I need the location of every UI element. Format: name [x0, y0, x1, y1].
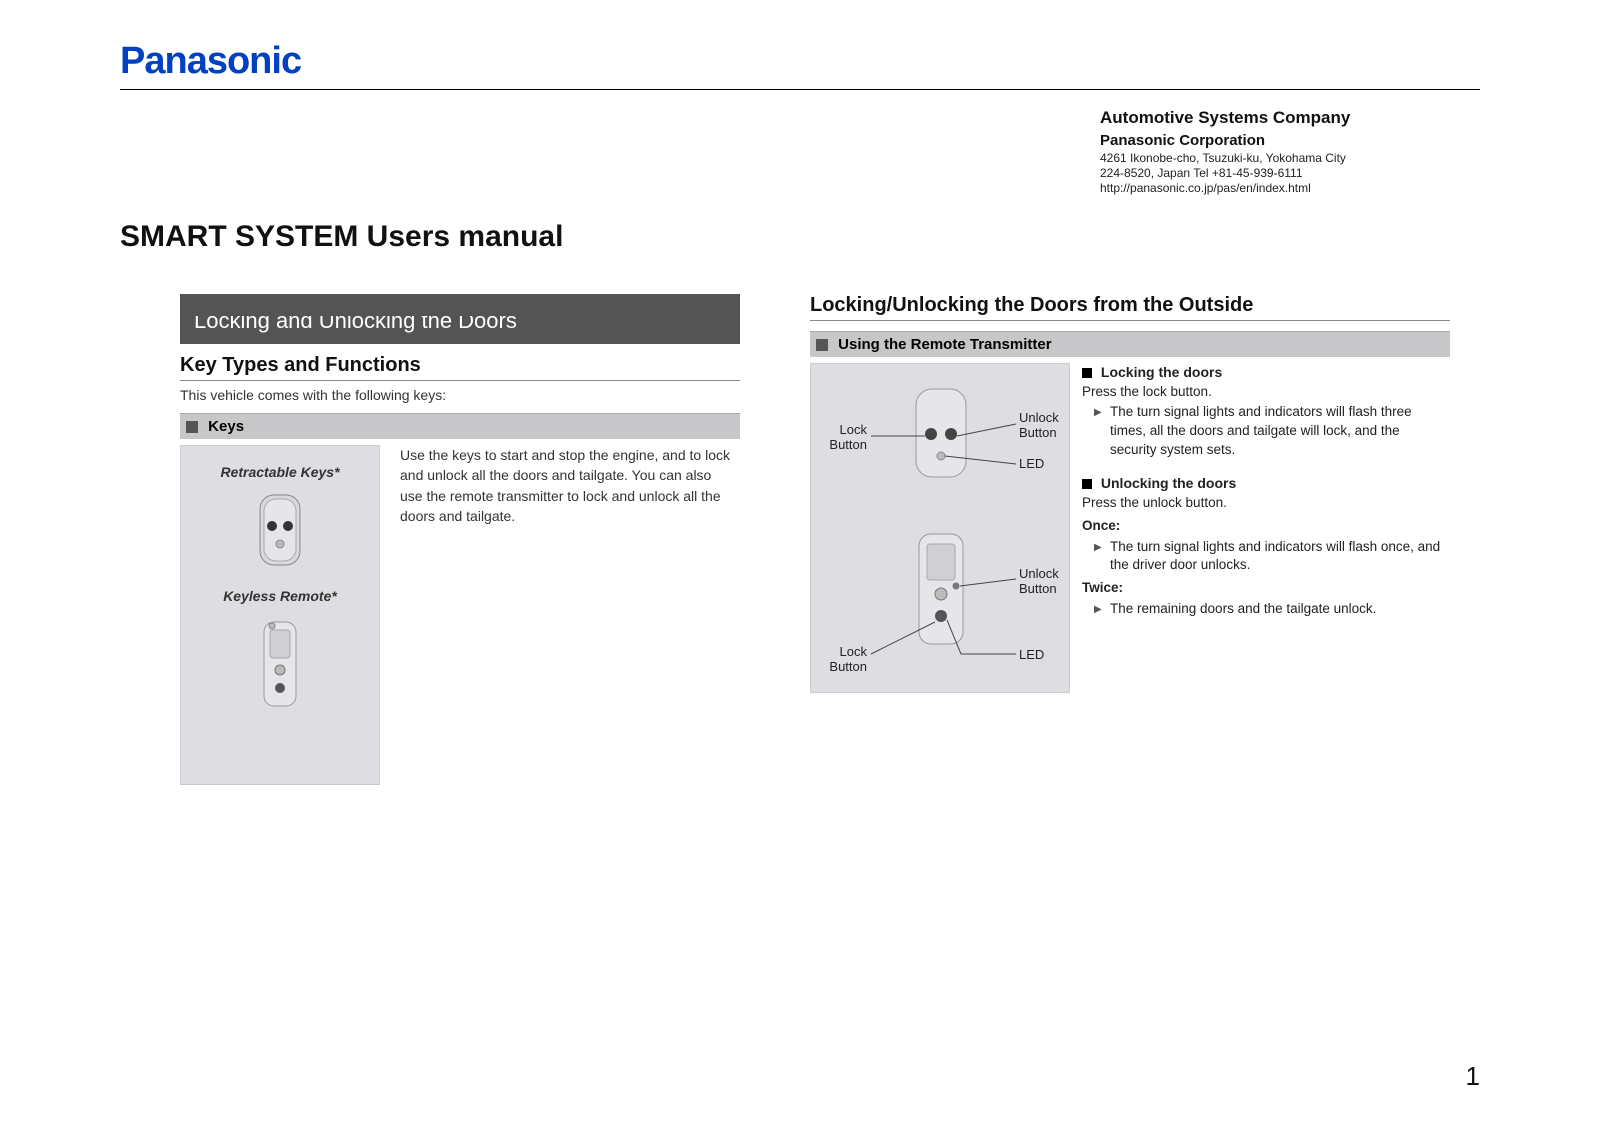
keys-panel: Retractable Keys* Keyless Remote*: [180, 445, 740, 785]
callout-unlock-button-1: Unlock Button: [1019, 410, 1069, 440]
keys-strip: Keys: [180, 413, 740, 439]
unlocking-doors-heading: Unlocking the doors: [1082, 474, 1442, 494]
remote-strip-label: Using the Remote Transmitter: [838, 336, 1051, 353]
remote-panel: Lock Button Unlock Button LED Lock But: [810, 363, 1450, 693]
keyless-remote-icon: [250, 614, 310, 714]
content-row: Locking and Unlocking the Doors Key Type…: [120, 294, 1480, 785]
right-column: Locking/Unlocking the Doors from the Out…: [810, 294, 1450, 785]
callout-led-2: LED: [1019, 647, 1044, 662]
brand-logo: Panasonic: [120, 40, 1480, 83]
company-name: Panasonic Corporation: [1100, 132, 1460, 149]
keys-description: Use the keys to start and stop the engin…: [400, 445, 730, 785]
left-sub-rule: [180, 380, 740, 381]
locking-doors-heading: Locking the doors: [1082, 363, 1442, 383]
company-title: Automotive Systems Company: [1100, 108, 1460, 128]
locking-bullet: The turn signal lights and indicators wi…: [1088, 403, 1442, 460]
unlocking-press-text: Press the unlock button.: [1082, 494, 1442, 513]
keys-illustration-box: Retractable Keys* Keyless Remote*: [180, 445, 380, 785]
left-intro: This vehicle comes with the following ke…: [180, 387, 740, 403]
company-url: http://panasonic.co.jp/pas/en/index.html: [1100, 181, 1460, 196]
section-bar: Locking and Unlocking the Doors: [180, 294, 740, 344]
page-number: 1: [1466, 1061, 1480, 1092]
remote-text-column: Locking the doors Press the lock button.…: [1082, 363, 1442, 693]
keys-strip-label: Keys: [208, 418, 244, 435]
company-address-1: 4261 Ikonobe-cho, Tsuzuki-ku, Yokohama C…: [1100, 151, 1460, 166]
once-label: Once:: [1082, 517, 1442, 536]
company-address-2: 224-8520, Japan Tel +81-45-939-6111: [1100, 166, 1460, 181]
square-bullet-icon: [816, 339, 828, 351]
company-info-block: Automotive Systems Company Panasonic Cor…: [1100, 108, 1460, 196]
remote-diagram-box: Lock Button Unlock Button LED Lock But: [810, 363, 1070, 693]
retractable-keys-label: Retractable Keys*: [191, 464, 369, 480]
twice-label: Twice:: [1082, 579, 1442, 598]
once-bullet: The turn signal lights and indicators wi…: [1088, 538, 1442, 576]
square-bullet-icon: [1082, 479, 1092, 489]
remote-strip: Using the Remote Transmitter: [810, 331, 1450, 357]
callout-unlock-button-2: Unlock Button: [1019, 566, 1069, 596]
callout-lock-button-1: Lock Button: [819, 422, 867, 452]
left-column: Locking and Unlocking the Doors Key Type…: [180, 294, 740, 785]
right-sub-heading: Locking/Unlocking the Doors from the Out…: [810, 294, 1450, 317]
square-bullet-icon: [186, 421, 198, 433]
callout-lock-button-2: Lock Button: [819, 644, 867, 674]
twice-bullet: The remaining doors and the tailgate unl…: [1088, 600, 1442, 619]
document-title: SMART SYSTEM Users manual: [120, 220, 1480, 254]
retractable-key-icon: [250, 490, 310, 570]
left-sub-heading: Key Types and Functions: [180, 354, 740, 377]
right-sub-rule: [810, 320, 1450, 321]
locking-doors-heading-text: Locking the doors: [1101, 364, 1222, 380]
locking-press-text: Press the lock button.: [1082, 383, 1442, 402]
square-bullet-icon: [1082, 368, 1092, 378]
keyless-remote-label: Keyless Remote*: [191, 588, 369, 604]
header-rule: [120, 89, 1480, 90]
callout-led-1: LED: [1019, 456, 1044, 471]
unlocking-doors-heading-text: Unlocking the doors: [1101, 475, 1236, 491]
